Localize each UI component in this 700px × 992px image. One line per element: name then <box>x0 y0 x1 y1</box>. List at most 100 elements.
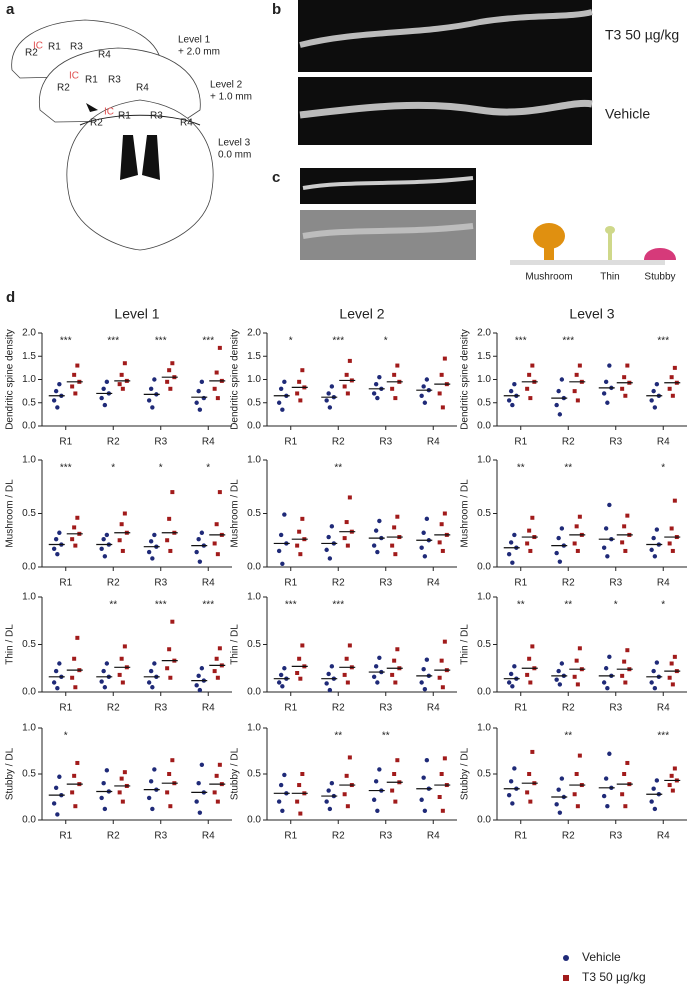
region-label: R4 <box>98 50 111 61</box>
significance: *** <box>657 731 669 742</box>
significance: *** <box>107 336 119 347</box>
data-point <box>373 779 379 784</box>
data-point <box>530 644 535 649</box>
significance: ** <box>564 731 572 742</box>
data-point <box>652 686 658 691</box>
data-point <box>371 674 377 679</box>
y-tick-label: 0.5 <box>477 769 491 780</box>
data-point <box>605 804 610 809</box>
data-point <box>170 758 175 763</box>
data-point <box>649 398 654 403</box>
y-tick-label: 0.5 <box>477 508 491 519</box>
data-point <box>605 554 610 559</box>
data-point <box>102 402 108 408</box>
data-point <box>377 767 382 772</box>
y-tick-label: 0.0 <box>247 562 261 573</box>
x-tick-label: R3 <box>379 578 392 589</box>
data-point <box>148 668 154 674</box>
panel-label: c <box>272 169 280 186</box>
data-point <box>51 801 57 806</box>
data-point <box>347 495 352 500</box>
level-depth: + 1.0 mm <box>210 92 252 103</box>
level-name: Level 2 <box>210 80 243 91</box>
data-point <box>625 648 630 653</box>
data-point <box>439 772 444 776</box>
data-point <box>422 400 428 405</box>
region-label: IC <box>33 41 43 52</box>
data-point <box>197 810 203 815</box>
x-tick-label: R1 <box>59 437 72 448</box>
data-point <box>554 677 559 682</box>
x-tick-label: R3 <box>609 831 622 842</box>
data-point <box>525 790 530 795</box>
data-point <box>201 395 207 401</box>
level-depth: 0.0 mm <box>218 150 251 161</box>
data-point <box>165 538 170 543</box>
data-point <box>168 675 173 680</box>
data-point <box>672 498 677 503</box>
data-point <box>392 372 397 377</box>
data-point <box>512 532 517 538</box>
data-point <box>212 541 217 546</box>
data-point <box>196 673 201 679</box>
data-point <box>167 516 172 521</box>
data-point <box>527 772 532 776</box>
data-point <box>422 686 428 692</box>
significance: ** <box>334 463 342 474</box>
x-tick-label: R1 <box>284 578 297 589</box>
significance: *** <box>202 336 214 347</box>
data-point <box>99 795 104 801</box>
data-point <box>217 762 222 767</box>
significance: * <box>384 336 388 347</box>
chart-title: Level 2 <box>339 306 384 322</box>
data-point <box>506 551 512 557</box>
data-point <box>72 372 77 377</box>
y-tick-label: 0.0 <box>22 687 36 698</box>
data-point <box>102 554 108 559</box>
data-point <box>572 792 577 797</box>
data-point <box>327 687 333 693</box>
data-point <box>342 384 347 389</box>
data-point <box>512 766 517 771</box>
data-point <box>442 756 447 761</box>
data-point <box>393 552 398 557</box>
data-point <box>55 405 60 410</box>
y-tick-label: 0.5 <box>247 769 261 780</box>
x-tick-label: R4 <box>202 703 215 714</box>
significance: *** <box>155 600 167 611</box>
data-point <box>297 379 302 384</box>
data-point <box>344 656 349 661</box>
data-point <box>146 398 152 403</box>
data-point <box>670 393 675 398</box>
data-point <box>393 396 398 401</box>
data-point <box>575 804 580 809</box>
data-point <box>345 804 350 809</box>
data-point <box>528 548 533 553</box>
data-point <box>99 679 104 684</box>
mushroom-spine <box>533 223 565 249</box>
data-point <box>556 668 561 674</box>
data-point <box>559 377 565 382</box>
y-tick-label: 1.0 <box>477 723 491 734</box>
data-point <box>215 396 220 401</box>
significance: * <box>661 463 665 474</box>
data-point <box>525 672 530 677</box>
data-point <box>278 386 284 391</box>
data-point <box>512 664 517 669</box>
y-tick-label: 0.5 <box>247 508 261 519</box>
data-point <box>392 772 397 776</box>
data-point <box>421 384 426 389</box>
data-point <box>119 656 124 661</box>
data-point <box>607 654 612 660</box>
x-tick-label: R4 <box>657 703 670 714</box>
data-point <box>120 548 125 553</box>
data-point <box>345 391 350 396</box>
data-point <box>278 672 284 678</box>
x-tick-label: R2 <box>107 437 120 448</box>
data-point <box>276 799 282 804</box>
data-point <box>170 619 175 624</box>
y-tick-label: 1.0 <box>22 592 36 603</box>
data-point <box>601 545 607 550</box>
data-point <box>577 514 582 519</box>
y-tick-label: 0.5 <box>247 639 261 650</box>
